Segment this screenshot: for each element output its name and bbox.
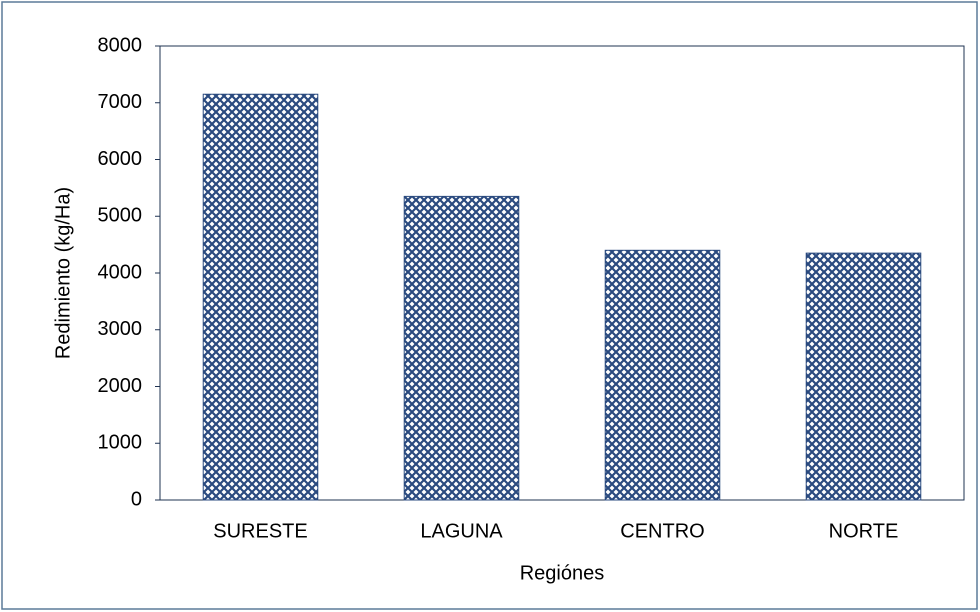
y-tick-label: 1000 [98, 432, 143, 454]
y-tick-label: 7000 [98, 91, 143, 113]
x-axis-label: Regiónes [520, 562, 605, 584]
y-tick-label: 3000 [98, 318, 143, 340]
bar [202, 93, 319, 501]
y-tick-label: 2000 [98, 375, 143, 397]
bar [805, 252, 922, 501]
y-tick-label: 0 [131, 488, 142, 510]
y-tick-label: 4000 [98, 261, 143, 283]
x-tick-label: LAGUNA [420, 520, 503, 542]
x-tick-label: NORTE [829, 520, 899, 542]
y-tick-label: 5000 [98, 205, 143, 227]
y-tick-label: 8000 [98, 34, 143, 56]
bar [604, 249, 721, 501]
x-tick-label: CENTRO [620, 520, 704, 542]
bar [403, 195, 520, 501]
y-tick-label: 6000 [98, 148, 143, 170]
y-axis-label: Redimiento (kg/Ha) [52, 187, 74, 359]
x-tick-label: SURESTE [213, 520, 307, 542]
